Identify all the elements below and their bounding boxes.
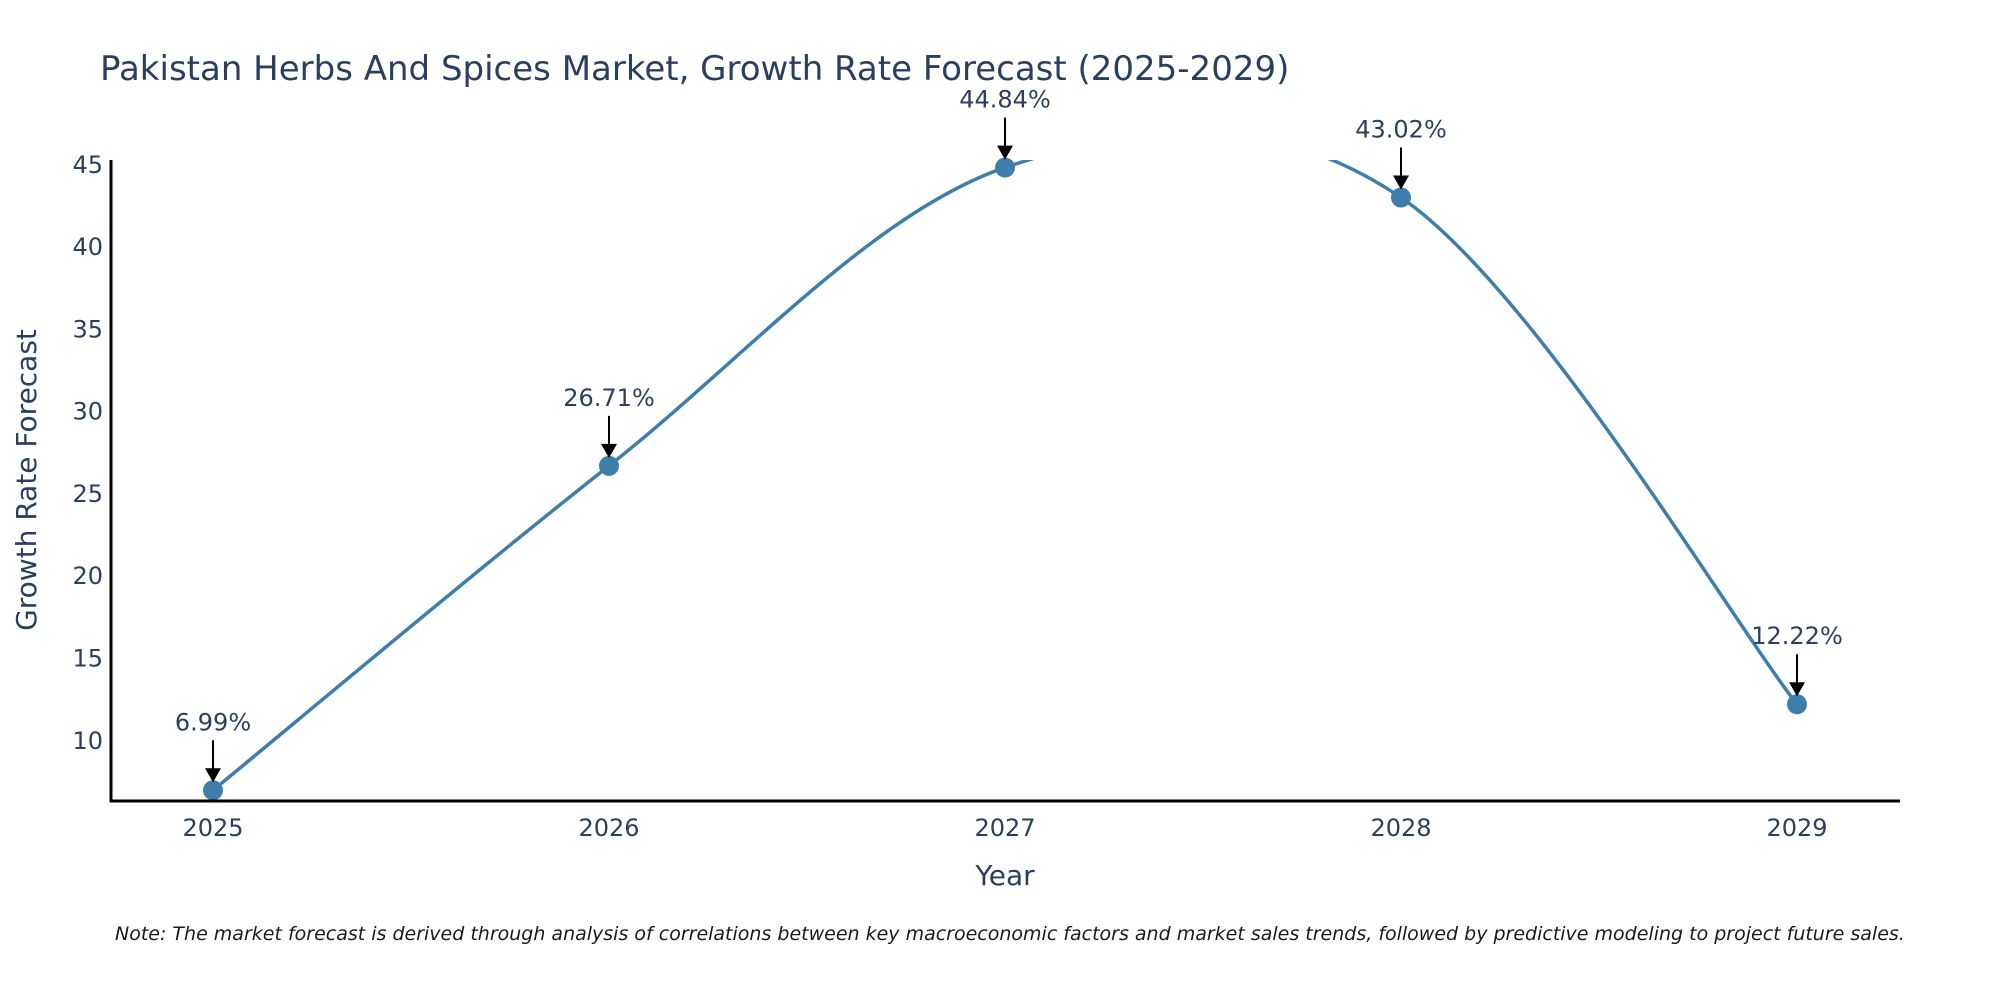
y-tick-label: 10 [72,727,103,755]
annotation-arrow-head [205,768,221,783]
x-tick-label: 2029 [1766,814,1827,842]
y-tick-label: 35 [72,315,103,343]
x-tick-label: 2025 [182,814,243,842]
y-tick-label: 25 [72,480,103,508]
y-tick-label: 20 [72,562,103,590]
annotation-arrow-head [1393,175,1409,190]
y-tick-label: 15 [72,645,103,673]
data-point [1787,694,1807,715]
series-line [211,160,1799,792]
annotation-arrow-head [601,443,617,458]
x-axis-title: Year [974,859,1035,892]
y-tick-label: 40 [72,233,103,261]
annotation-arrow-head [1789,682,1805,697]
data-label: 12.22% [1751,622,1843,650]
data-point [599,455,619,476]
data-label: 26.71% [563,384,655,412]
data-point [203,780,223,801]
x-axis-ticks: 2025 2026 2027 2028 2029 [182,814,1827,842]
data-label: 44.84% [959,86,1051,114]
y-tick-label: 45 [72,151,103,179]
x-tick-label: 2028 [1370,814,1431,842]
data-annotations: 6.99% 26.71% 44.84% 43.02% 12.22% [175,86,1843,783]
y-axis-ticks: 10 15 20 25 30 35 40 45 [72,151,103,755]
chart-title: Pakistan Herbs And Spices Market, Growth… [100,49,1289,89]
data-label: 6.99% [175,708,251,736]
data-label: 43.02% [1355,116,1447,144]
data-point [1391,187,1411,208]
x-tick-label: 2027 [974,814,1035,842]
x-tick-label: 2026 [578,814,639,842]
footnote: Note: The market forecast is derived thr… [115,923,1905,945]
data-point [995,157,1015,178]
annotation-arrow-head [997,145,1013,160]
data-markers [203,157,1807,801]
y-axis-title: Growth Rate Forecast [10,329,43,631]
y-tick-label: 30 [72,398,103,426]
